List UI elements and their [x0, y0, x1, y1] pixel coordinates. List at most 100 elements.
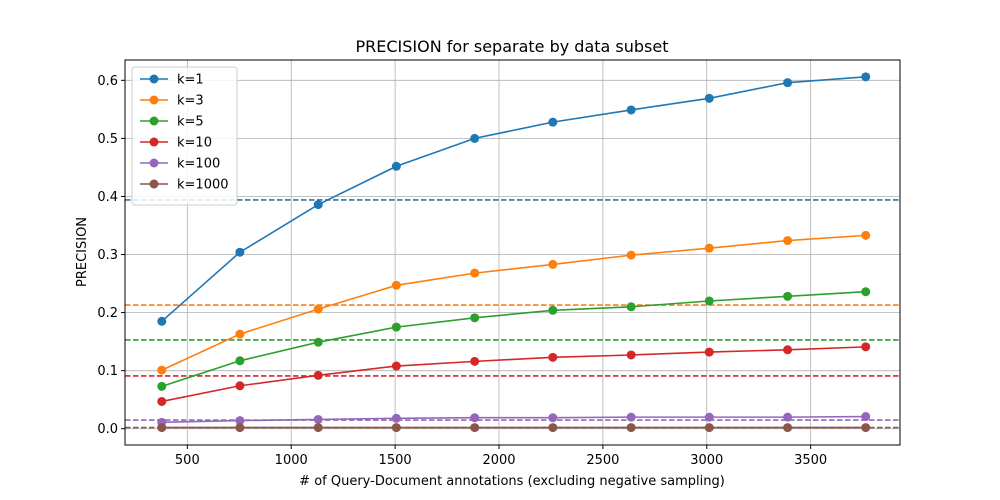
data-point [861, 342, 871, 352]
data-point [157, 381, 167, 391]
x-axis-ticks: 500 1000 1500 2000 2500 3000 3500 [175, 445, 827, 468]
data-point [783, 412, 793, 422]
series-k-10 [157, 342, 871, 406]
data-point [783, 291, 793, 301]
data-point [704, 347, 714, 357]
legend-label: k=5 [177, 115, 204, 130]
legend-marker [149, 137, 159, 147]
x-tick-label: 500 [175, 453, 200, 468]
data-point [626, 412, 636, 422]
legend-marker [149, 116, 159, 126]
data-point [470, 356, 480, 366]
data-point [391, 413, 401, 423]
data-point [313, 423, 323, 433]
series-k-3 [157, 230, 871, 375]
data-point [391, 322, 401, 332]
data-point [235, 356, 245, 366]
series-k-1000 [157, 423, 871, 433]
series-line [161, 76, 866, 322]
legend-entry: k=1000 [140, 178, 229, 193]
data-point [783, 423, 793, 433]
data-point [313, 414, 323, 424]
data-point [783, 345, 793, 355]
y-tick-label: 0.3 [97, 248, 118, 263]
data-point [313, 200, 323, 210]
data-point [470, 133, 480, 143]
legend-label: k=1000 [177, 178, 229, 193]
data-point [157, 423, 167, 433]
series-line [161, 346, 866, 403]
y-tick-label: 0.0 [97, 422, 118, 437]
x-axis-label: # of Query-Document annotations (excludi… [299, 474, 725, 489]
series-k-1 [157, 72, 871, 326]
data-point [783, 78, 793, 88]
data-point [548, 117, 558, 127]
y-tick-label: 0.1 [97, 364, 118, 379]
data-point [704, 412, 714, 422]
data-point [626, 423, 636, 433]
data-point [235, 247, 245, 257]
data-point [157, 396, 167, 406]
data-point [626, 250, 636, 260]
data-point [548, 413, 558, 423]
data-point [235, 423, 245, 433]
x-tick-label: 2500 [586, 453, 619, 468]
data-point [626, 302, 636, 312]
legend-entry: k=10 [140, 136, 212, 151]
legend-marker [149, 158, 159, 168]
data-point [704, 423, 714, 433]
data-point [861, 230, 871, 240]
data-point [704, 296, 714, 306]
data-point [861, 287, 871, 297]
data-point [235, 416, 245, 426]
series-line [161, 415, 866, 424]
data-point [391, 423, 401, 433]
x-tick-label: 1500 [379, 453, 412, 468]
data-point [470, 413, 480, 423]
data-point [548, 305, 558, 315]
data-point [470, 423, 480, 433]
y-tick-label: 0.6 [97, 74, 118, 89]
x-tick-label: 2000 [482, 453, 515, 468]
legend-entry: k=100 [140, 157, 220, 172]
legend-label: k=1 [177, 73, 204, 88]
legend-label: k=3 [177, 94, 204, 109]
data-point [391, 361, 401, 371]
data-point [313, 370, 323, 380]
series-line [161, 290, 866, 388]
y-tick-label: 0.5 [97, 132, 118, 147]
data-point [157, 365, 167, 375]
legend-entry: k=5 [140, 115, 204, 130]
data-point [470, 313, 480, 323]
plot-area-frame [124, 59, 901, 446]
data-point [626, 350, 636, 360]
x-tick-label: 1000 [275, 453, 308, 468]
data-point [861, 412, 871, 422]
data-point [235, 381, 245, 391]
series-lines [157, 72, 871, 433]
y-axis-label: PRECISION [75, 217, 90, 287]
legend: k=1 k=3 k=5 k=10 k=100 k=1000 [131, 66, 238, 206]
legend-marker [149, 179, 159, 189]
series-line [161, 234, 866, 371]
series-k-100 [157, 412, 871, 427]
gridlines [125, 60, 900, 445]
data-point [783, 236, 793, 246]
data-point [313, 304, 323, 314]
data-point [157, 316, 167, 326]
data-point [704, 243, 714, 253]
x-tick-label: 3000 [690, 453, 723, 468]
series-k-5 [157, 287, 871, 391]
data-point [626, 105, 636, 115]
data-point [313, 337, 323, 347]
data-point [861, 72, 871, 82]
y-tick-label: 0.4 [97, 190, 118, 205]
data-point [235, 329, 245, 339]
data-point [391, 280, 401, 290]
chart-title: PRECISION for separate by data subset [355, 37, 668, 56]
data-point [548, 259, 558, 269]
data-point [548, 423, 558, 433]
legend-marker [149, 74, 159, 84]
legend-entry: k=1 [140, 73, 204, 88]
